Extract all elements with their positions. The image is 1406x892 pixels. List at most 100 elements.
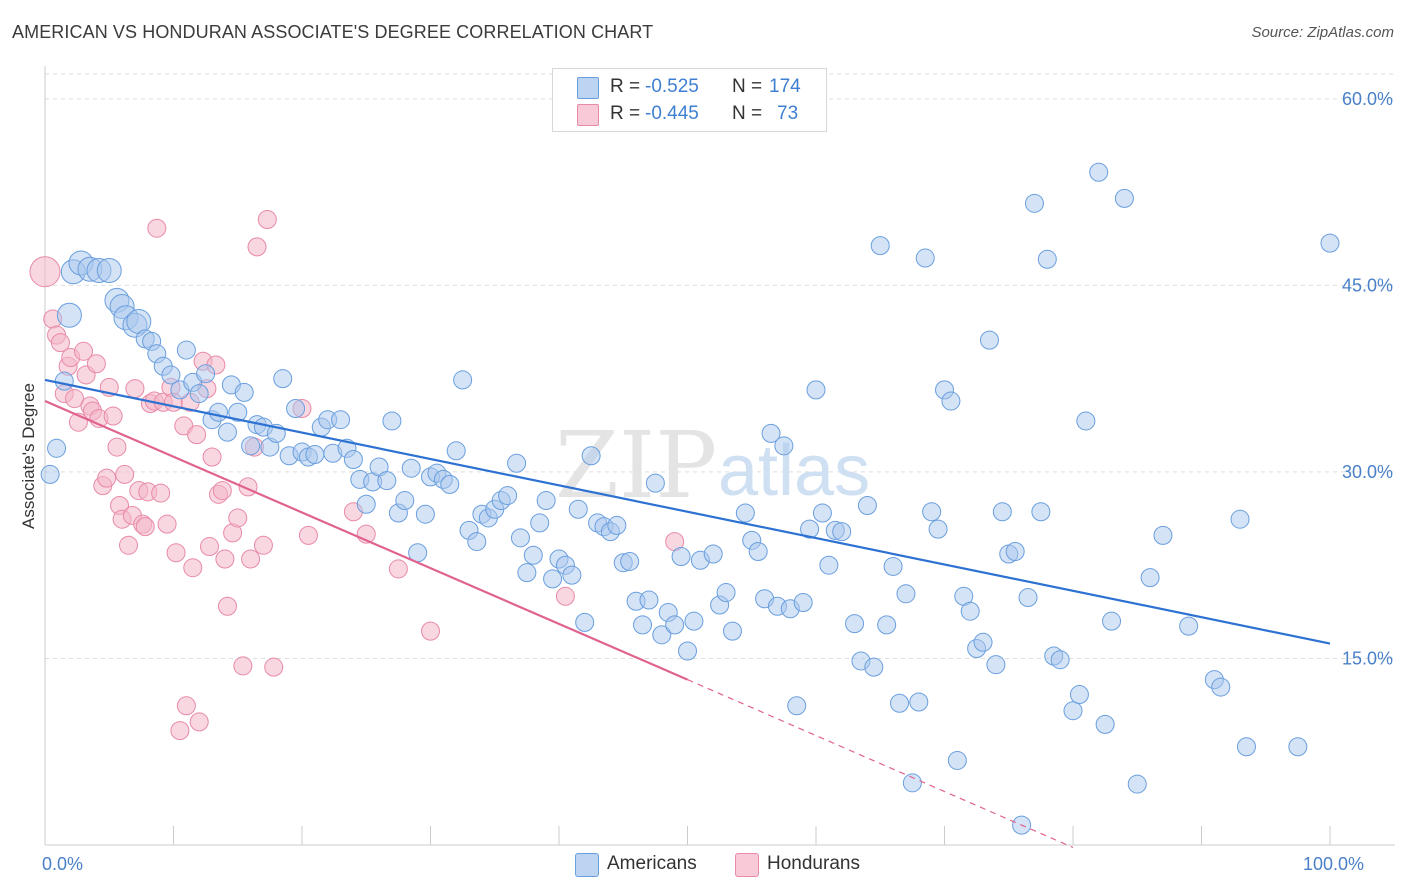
- american-point: [1230, 509, 1250, 529]
- americans-legend-swatch: [575, 853, 599, 877]
- american-point: [543, 569, 563, 589]
- american-point: [161, 365, 181, 385]
- american-point: [973, 632, 993, 652]
- honduran-point: [212, 481, 232, 501]
- american-point: [845, 614, 865, 634]
- american-point: [1179, 616, 1199, 636]
- american-point: [652, 625, 672, 645]
- y-tick-label: 30.0%: [1342, 462, 1393, 482]
- y-tick-label: 15.0%: [1342, 648, 1393, 668]
- honduran-point: [228, 508, 248, 528]
- honduran-point: [147, 218, 167, 238]
- american-point: [992, 502, 1012, 522]
- american-point: [401, 458, 421, 478]
- american-point: [1005, 542, 1025, 562]
- american-point: [1102, 611, 1122, 631]
- american-point: [305, 445, 325, 465]
- american-point: [217, 422, 237, 442]
- american-point: [1288, 737, 1308, 757]
- american-point: [581, 446, 601, 466]
- honduran-point: [103, 406, 123, 426]
- american-point: [915, 248, 935, 268]
- american-point: [800, 519, 820, 539]
- american-point: [665, 615, 685, 635]
- american-point: [902, 773, 922, 793]
- american-point: [793, 593, 813, 613]
- american-point: [1211, 677, 1231, 697]
- american-point: [196, 364, 216, 384]
- honduran-point: [86, 354, 106, 374]
- american-point: [703, 544, 723, 564]
- american-point: [47, 438, 67, 458]
- american-point: [909, 692, 929, 712]
- american-point: [507, 453, 527, 473]
- legend-americans-n: 174: [769, 76, 801, 97]
- american-point: [96, 257, 122, 283]
- american-point: [620, 551, 640, 571]
- american-point: [54, 371, 74, 391]
- american-point: [568, 499, 588, 519]
- american-point: [273, 369, 293, 389]
- american-point: [633, 615, 653, 635]
- american-point: [189, 384, 209, 404]
- american-point: [774, 436, 794, 456]
- honduran-point: [298, 525, 318, 545]
- honduran-point: [170, 721, 190, 741]
- legend-r-label: R =: [610, 103, 641, 124]
- american-point: [896, 584, 916, 604]
- american-point: [56, 302, 82, 328]
- american-points: [40, 110, 1340, 835]
- honduran-point: [183, 558, 203, 578]
- american-point: [1320, 233, 1340, 253]
- american-point: [562, 565, 582, 585]
- american-point: [286, 399, 306, 419]
- american-point: [331, 410, 351, 430]
- honduran-point: [215, 549, 235, 569]
- american-point: [575, 612, 595, 632]
- american-point: [1024, 193, 1044, 213]
- honduran-point: [115, 464, 135, 484]
- american-point: [1127, 774, 1147, 794]
- american-point: [883, 556, 903, 576]
- x-tick-label: 100.0%: [1303, 854, 1364, 874]
- honduran-point: [107, 437, 127, 457]
- american-point: [864, 657, 884, 677]
- american-point: [748, 542, 768, 562]
- american-point: [234, 382, 254, 402]
- honduran-point: [135, 517, 155, 537]
- american-point: [671, 546, 691, 566]
- american-point: [735, 503, 755, 523]
- american-point: [1037, 249, 1057, 269]
- american-point: [208, 402, 228, 422]
- american-point: [1095, 714, 1115, 734]
- honduran-point: [388, 559, 408, 579]
- hondurans-legend-label: Hondurans: [767, 853, 860, 874]
- honduran-point: [74, 341, 94, 361]
- american-point: [819, 555, 839, 575]
- honduran-point: [29, 256, 61, 288]
- american-point: [343, 450, 363, 469]
- honduran-point: [247, 237, 267, 257]
- american-point: [176, 340, 196, 360]
- honduran-point: [119, 535, 139, 555]
- honduran-point: [157, 514, 177, 534]
- legend-hondurans-n: 73: [777, 103, 799, 124]
- honduran-point: [421, 621, 440, 641]
- american-point: [536, 491, 556, 511]
- american-point: [1153, 525, 1173, 545]
- honduran-point: [97, 468, 117, 488]
- axes-layer: [44, 66, 1395, 846]
- american-point: [1018, 588, 1038, 608]
- honduran-point: [264, 657, 284, 677]
- american-point: [678, 641, 697, 661]
- honduran-point: [217, 596, 237, 616]
- y-tick-label: 45.0%: [1342, 275, 1393, 295]
- honduran-point: [176, 696, 196, 716]
- american-point: [356, 494, 376, 514]
- honduran-point: [257, 209, 277, 229]
- american-point: [922, 502, 942, 522]
- american-point: [645, 473, 665, 493]
- american-point: [947, 750, 967, 770]
- american-point: [241, 436, 261, 456]
